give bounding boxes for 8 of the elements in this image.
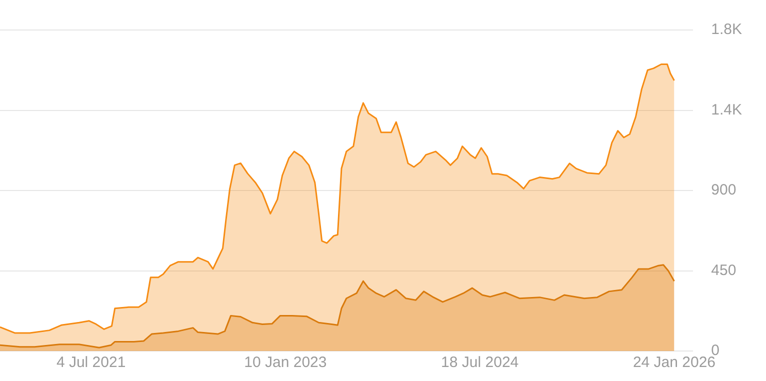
x-tick-label: 18 Jul 2024 (441, 354, 519, 372)
y-tick-label: 1.4K (711, 101, 742, 118)
y-tick-label: 1.8K (711, 21, 742, 38)
y-tick-label: 450 (711, 262, 736, 279)
y-tick-label: 900 (711, 182, 736, 199)
x-tick-label: 4 Jul 2021 (56, 354, 126, 372)
x-tick-label: 24 Jan 2026 (632, 354, 716, 372)
x-tick-label: 10 Jan 2023 (244, 354, 327, 372)
